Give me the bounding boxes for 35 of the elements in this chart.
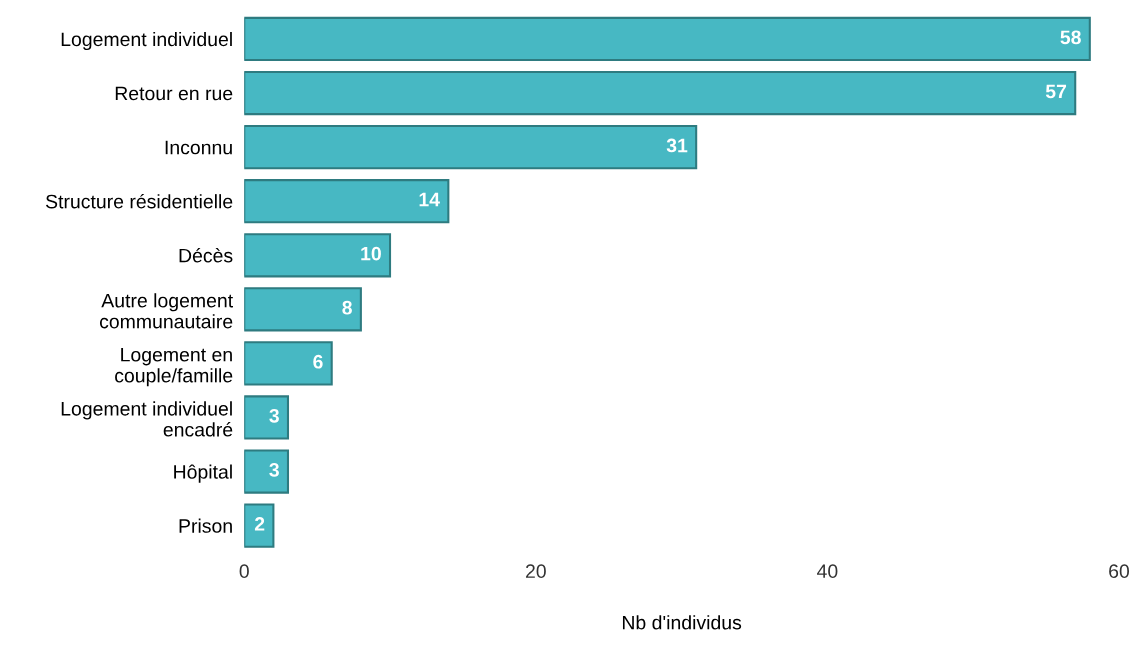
bar (244, 16, 1091, 62)
y-tick-label: Structure résidentielle (45, 193, 233, 209)
y-tick-label: Décès (179, 247, 233, 263)
data-label: 14 (419, 192, 440, 207)
data-label: 58 (1060, 30, 1081, 45)
y-tick-label: Hôpital (174, 464, 232, 483)
y-tick-label: Logement en couple/famille (115, 348, 233, 387)
bar (244, 287, 362, 332)
x-tick-label: 40 (817, 564, 838, 579)
y-tick-label: Logement individuel (61, 31, 232, 51)
bar (244, 395, 290, 440)
bar (244, 124, 698, 170)
x-axis-title: Nb d'individus (622, 615, 742, 630)
data-label: 8 (342, 300, 352, 315)
bar (244, 70, 1077, 116)
bar (244, 503, 275, 548)
data-label: 2 (254, 517, 265, 531)
data-label: 57 (1045, 84, 1067, 99)
x-tick-label: 60 (1109, 564, 1130, 579)
y-tick-label: Retour en rue (115, 86, 233, 101)
x-tick-label: 0 (239, 564, 249, 579)
x-tick-label: 20 (525, 564, 546, 579)
y-tick-label: Inconnu (165, 140, 232, 155)
data-label: 10 (361, 246, 381, 261)
y-tick-label: Autre logement communautaire (99, 293, 233, 329)
data-label: 3 (269, 408, 279, 423)
bar (244, 341, 333, 386)
data-label: 3 (269, 462, 279, 477)
data-label: 31 (666, 138, 688, 153)
y-tick-label: Prison (179, 518, 232, 533)
data-label: 6 (313, 354, 323, 369)
bar (244, 449, 290, 494)
y-tick-label: Logement individuel encadré (61, 401, 233, 437)
bar (244, 179, 450, 224)
bar (244, 233, 392, 278)
